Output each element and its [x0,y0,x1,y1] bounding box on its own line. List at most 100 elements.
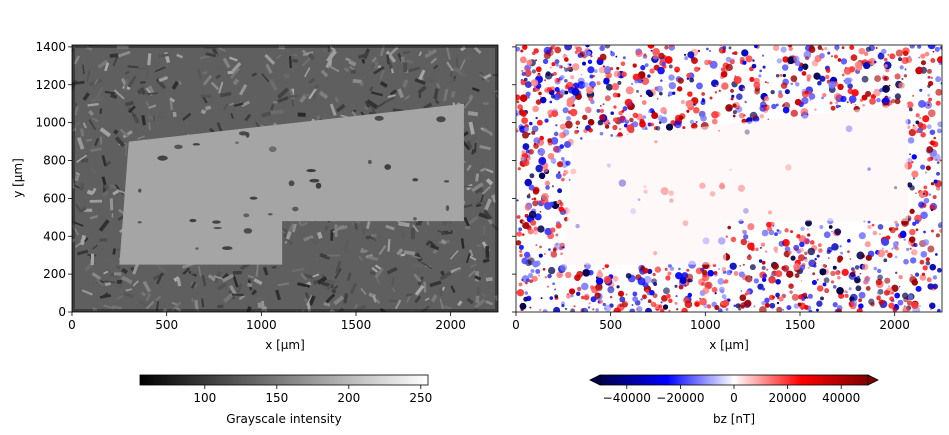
bz-anomaly [876,292,879,295]
bz-anomaly [827,51,831,55]
bz-anomaly [922,265,928,271]
bz-anomaly [768,275,776,284]
grain [72,184,80,189]
bz-anomaly [805,56,810,61]
bz-anomaly [782,265,790,272]
bz-anomaly [715,80,718,84]
bz-anomaly [587,59,593,65]
grain [80,234,86,246]
grain [374,275,381,284]
bz-anomaly [793,55,800,63]
bz-anomaly [566,293,571,299]
bz-anomaly [613,70,621,78]
bz-anomaly [516,128,519,132]
bz-anomaly [770,273,775,277]
bz-anomaly [861,94,868,101]
bz-anomaly [780,82,788,89]
bz-anomaly [929,302,936,309]
bz-anomaly [775,103,779,107]
x-tick-label: 1500 [341,318,372,332]
grain [217,282,227,291]
grain [277,87,290,99]
grain [378,244,387,256]
bz-anomaly [650,122,654,127]
bz-anomaly [639,118,645,124]
bz-anomaly [525,69,532,77]
grain [404,250,416,256]
bz-anomaly [804,90,809,95]
grain [238,83,248,96]
bz-anomaly [831,243,839,251]
bz-anomaly [628,102,632,106]
bz-anomaly [747,240,750,243]
bz-anomaly [739,294,747,302]
bz-anomaly [699,297,707,306]
grain [221,273,234,283]
grain [411,254,421,260]
bz-anomaly [894,303,898,308]
bz-anomaly [925,260,931,266]
grain [256,297,264,301]
bz-anomaly [838,270,841,273]
bz-anomaly [574,50,579,54]
bz-anomaly [652,53,659,60]
grain [482,258,490,264]
bz-anomaly [742,263,745,266]
bz-anomaly [759,246,762,249]
bz-anomaly [909,153,911,156]
bz-anomaly [745,101,748,104]
bz-anomaly [604,45,611,49]
bz-anomaly [819,75,826,82]
inclusion [445,205,450,212]
bz-anomaly [539,308,542,311]
bz-anomaly [662,304,669,310]
grain [82,64,85,75]
bz-anomaly [548,248,551,251]
bz-anomaly [539,135,544,141]
grain [400,253,406,257]
bz-anomaly [759,113,765,119]
inclusion [267,213,273,216]
bz-anomaly [678,115,684,120]
bz-anomaly [535,66,542,73]
grain [223,104,228,111]
grain [402,51,410,54]
bz-anomaly [911,154,917,160]
bz-anomaly [863,61,871,70]
bz-anomaly [861,75,869,83]
bz-anomaly [547,87,552,93]
grain [396,248,404,256]
bz-anomaly [610,134,614,137]
bz-anomaly [782,308,785,311]
bz-anomaly [801,97,809,105]
grain [113,89,125,100]
bz-anomaly [924,51,930,57]
bz-anomaly [735,303,741,309]
bz-anomaly [576,126,579,129]
grain [117,50,131,58]
grain [469,255,477,261]
grain [193,282,199,290]
bz-anomaly [549,100,553,104]
grain [372,295,378,303]
bz-anomaly [701,92,705,96]
grain [140,291,147,297]
bz-anomaly [898,275,903,280]
bz-anomaly [754,45,758,49]
bz-anomaly [622,106,628,111]
bz-anomaly [927,283,934,290]
left-panel: 0 500 1000 1500 2000 02004006008001000120014… [11,40,499,352]
grain [158,75,169,83]
bz-anomaly [613,105,617,109]
grain [156,272,164,285]
grain [414,295,422,304]
bz-anomaly [855,285,862,292]
bz-anomaly [919,88,923,92]
grain [123,78,130,92]
bz-anomaly [668,298,673,304]
grain [352,79,362,84]
bz-anomaly [684,53,687,56]
grain [437,63,444,70]
bz-anomaly [520,111,527,117]
bz-anomaly [540,297,543,300]
